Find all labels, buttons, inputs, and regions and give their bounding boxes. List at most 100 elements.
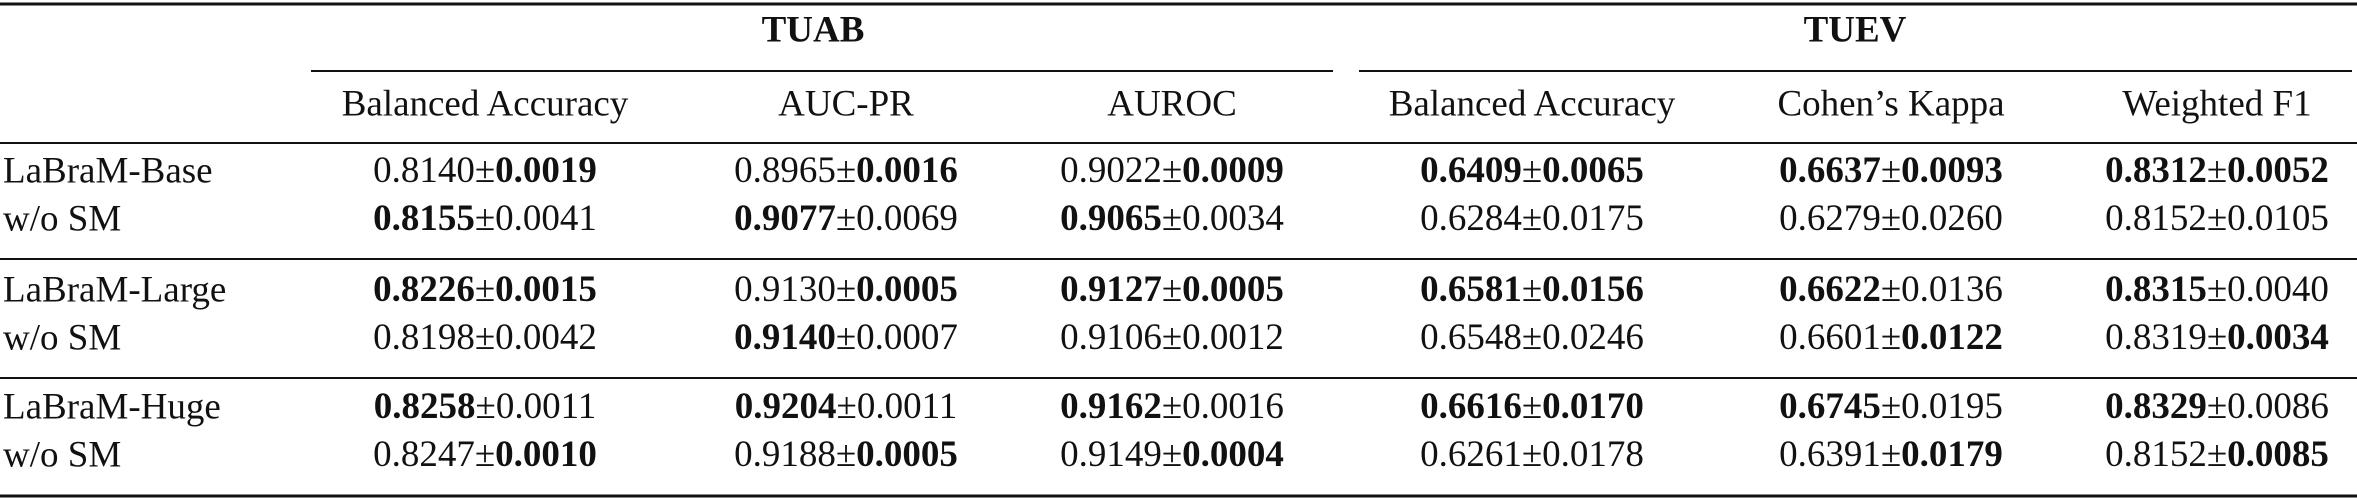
cell: 0.6581±0.0156 — [1420, 269, 1644, 310]
column-header: Weighted F1 — [2122, 83, 2311, 124]
cell: 0.9130±0.0005 — [734, 269, 958, 310]
cell-mean: 0.8319 — [2105, 317, 2207, 358]
cell-mean: 0.6391 — [1779, 434, 1881, 475]
cell-std: 0.0016 — [1182, 386, 1284, 427]
column-header: Balanced Accuracy — [342, 83, 629, 124]
cell-separator: ± — [1162, 386, 1182, 427]
cell-std: 0.0015 — [495, 269, 597, 310]
cell-separator: ± — [836, 434, 856, 475]
cell: 0.6622±0.0136 — [1779, 269, 2003, 310]
cell-separator: ± — [1162, 434, 1182, 475]
group-header: TUEV — [1804, 9, 1907, 50]
cell-mean: 0.6581 — [1420, 269, 1522, 310]
cell: 0.9149±0.0004 — [1060, 434, 1284, 475]
cell-mean: 0.9149 — [1060, 434, 1162, 475]
cell-std: 0.0069 — [856, 198, 958, 239]
cell-std: 0.0016 — [856, 150, 958, 191]
cell: 0.8152±0.0085 — [2105, 434, 2329, 475]
cell: 0.6261±0.0178 — [1420, 434, 1644, 475]
cell: 0.9106±0.0012 — [1060, 317, 1284, 358]
cell-separator: ± — [475, 434, 495, 475]
cell-std: 0.0005 — [856, 434, 958, 475]
cell: 0.8247±0.0010 — [373, 434, 597, 475]
cell-std: 0.0156 — [1542, 269, 1644, 310]
cell-mean: 0.6616 — [1420, 386, 1522, 427]
cell: 0.8312±0.0052 — [2105, 150, 2329, 191]
cell-std: 0.0034 — [1182, 198, 1284, 239]
cell-mean: 0.6548 — [1420, 317, 1522, 358]
cell-mean: 0.8155 — [373, 198, 475, 239]
cell: 0.6284±0.0175 — [1420, 198, 1644, 239]
cell-std: 0.0034 — [2227, 317, 2329, 358]
cell-mean: 0.8965 — [734, 150, 836, 191]
cell-separator: ± — [2207, 317, 2227, 358]
cell-mean: 0.6745 — [1779, 386, 1881, 427]
row-label: LaBraM-Huge — [3, 386, 221, 427]
column-header: AUC-PR — [778, 83, 914, 124]
cell-separator: ± — [476, 386, 496, 427]
row-label: w/o SM — [3, 317, 121, 358]
cell: 0.6601±0.0122 — [1779, 317, 2003, 358]
cell-mean: 0.8312 — [2105, 150, 2207, 191]
cell-std: 0.0011 — [496, 386, 596, 427]
cell-std: 0.0065 — [1542, 150, 1644, 191]
cell-std: 0.0246 — [1542, 317, 1644, 358]
cell-std: 0.0041 — [495, 198, 597, 239]
cell-separator: ± — [1522, 198, 1542, 239]
cell-separator: ± — [1162, 150, 1182, 191]
cell-std: 0.0010 — [495, 434, 597, 475]
cell-separator: ± — [1162, 198, 1182, 239]
cell-separator: ± — [2207, 150, 2227, 191]
cell: 0.8155±0.0041 — [373, 198, 597, 239]
cell-std: 0.0175 — [1542, 198, 1644, 239]
cell: 0.8965±0.0016 — [734, 150, 958, 191]
cell-mean: 0.6409 — [1420, 150, 1522, 191]
row-label: w/o SM — [3, 434, 121, 475]
cell: 0.8152±0.0105 — [2105, 198, 2329, 239]
cell-mean: 0.9106 — [1060, 317, 1162, 358]
cell: 0.8319±0.0034 — [2105, 317, 2329, 358]
column-header: Cohen’s Kappa — [1777, 83, 2004, 124]
cell-separator: ± — [1881, 198, 1901, 239]
cell-mean: 0.8152 — [2105, 198, 2207, 239]
cell-separator: ± — [1881, 386, 1901, 427]
cell-mean: 0.8198 — [373, 317, 475, 358]
cell: 0.9077±0.0069 — [734, 198, 958, 239]
cell-separator: ± — [1522, 150, 1542, 191]
cell-std: 0.0004 — [1182, 434, 1284, 475]
cell-separator: ± — [1522, 434, 1542, 475]
cell-separator: ± — [836, 317, 856, 358]
cell-separator: ± — [1881, 434, 1901, 475]
cell-std: 0.0019 — [495, 150, 597, 191]
cell: 0.9204±0.0011 — [735, 386, 957, 427]
cell-std: 0.0260 — [1901, 198, 2003, 239]
cell-std: 0.0005 — [856, 269, 958, 310]
cell-separator: ± — [1522, 317, 1542, 358]
cell: 0.6391±0.0179 — [1779, 434, 2003, 475]
cell: 0.6409±0.0065 — [1420, 150, 1644, 191]
cell-mean: 0.6284 — [1420, 198, 1522, 239]
cell-std: 0.0005 — [1182, 269, 1284, 310]
cell-std: 0.0086 — [2227, 386, 2329, 427]
cell: 0.6637±0.0093 — [1779, 150, 2003, 191]
cell: 0.9140±0.0007 — [734, 317, 958, 358]
cell-separator: ± — [1162, 269, 1182, 310]
cell-mean: 0.9162 — [1060, 386, 1162, 427]
cell-mean: 0.8247 — [373, 434, 475, 475]
cell: 0.8258±0.0011 — [374, 386, 596, 427]
cell-std: 0.0040 — [2227, 269, 2329, 310]
cell-std: 0.0170 — [1542, 386, 1644, 427]
cell-mean: 0.9140 — [734, 317, 836, 358]
cell-separator: ± — [1522, 269, 1542, 310]
group-header: TUAB — [762, 9, 865, 50]
row-label: LaBraM-Large — [3, 269, 226, 310]
cell: 0.6745±0.0195 — [1779, 386, 2003, 427]
cell-std: 0.0007 — [856, 317, 958, 358]
cell-separator: ± — [1162, 317, 1182, 358]
cell-separator: ± — [1881, 317, 1901, 358]
column-header: AUROC — [1107, 83, 1237, 124]
cell-mean: 0.9130 — [734, 269, 836, 310]
cell-mean: 0.9065 — [1060, 198, 1162, 239]
cell-std: 0.0011 — [857, 386, 957, 427]
cell-separator: ± — [475, 150, 495, 191]
